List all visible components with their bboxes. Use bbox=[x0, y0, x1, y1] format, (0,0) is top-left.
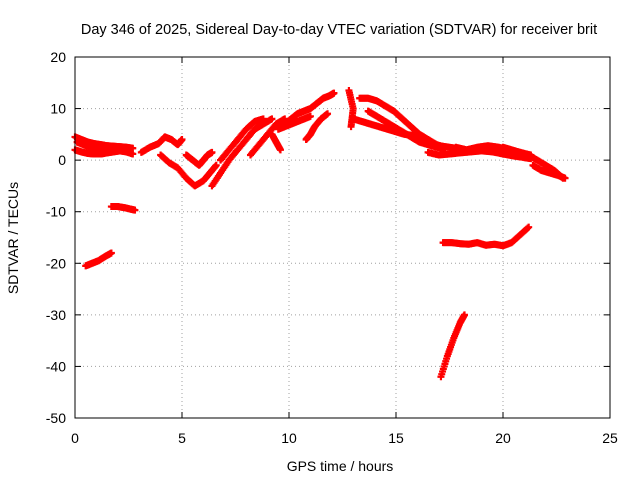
series-track-k bbox=[274, 112, 314, 133]
grid bbox=[75, 57, 610, 418]
series-track-y bbox=[437, 311, 468, 381]
data-point bbox=[324, 110, 332, 118]
data-point bbox=[330, 89, 338, 97]
data-point bbox=[129, 150, 137, 158]
x-axis-label: GPS time / hours bbox=[287, 458, 394, 474]
series-track-z bbox=[439, 223, 533, 250]
x-tick-label: 25 bbox=[602, 430, 618, 446]
chart-title: Day 346 of 2025, Sidereal Day-to-day VTE… bbox=[81, 22, 597, 38]
data-points bbox=[71, 87, 569, 381]
series-track-e bbox=[157, 151, 220, 190]
ticks: 0 5 10 15 20 25 -50 -40 -30 -20 -10 0 10 20 bbox=[46, 49, 618, 446]
series-track-x bbox=[107, 203, 139, 214]
series-track-f bbox=[182, 148, 216, 169]
y-axis-label: SDTVAR / TECUs bbox=[5, 182, 21, 294]
data-point bbox=[347, 123, 355, 131]
y-tick-label: 0 bbox=[58, 152, 66, 168]
data-point bbox=[276, 146, 284, 154]
series-track-c bbox=[73, 138, 113, 156]
plot-frame bbox=[74, 56, 611, 419]
data-point bbox=[208, 148, 216, 156]
series-track-l bbox=[268, 130, 284, 154]
x-tick-label: 0 bbox=[71, 430, 79, 446]
data-point bbox=[107, 249, 115, 257]
y-tick-label: -30 bbox=[46, 307, 66, 323]
y-tick-label: -10 bbox=[46, 204, 66, 220]
y-tick-label: -20 bbox=[46, 255, 66, 271]
data-point bbox=[306, 112, 314, 120]
series-track-r bbox=[381, 123, 464, 153]
x-tick-label: 15 bbox=[388, 430, 404, 446]
y-tick-label: 20 bbox=[50, 49, 66, 65]
series-track-v bbox=[529, 161, 569, 182]
x-tick-label: 5 bbox=[178, 430, 186, 446]
data-point bbox=[259, 115, 267, 123]
series-track-w bbox=[82, 249, 115, 270]
data-point bbox=[105, 148, 113, 156]
x-tick-label: 20 bbox=[495, 430, 511, 446]
y-tick-label: -50 bbox=[46, 410, 66, 426]
data-point bbox=[212, 161, 220, 169]
series-track-d bbox=[137, 133, 186, 156]
data-point bbox=[525, 223, 533, 231]
data-point bbox=[268, 115, 276, 123]
series-track-g bbox=[208, 115, 276, 190]
series-track-j bbox=[281, 89, 338, 128]
data-point bbox=[131, 206, 139, 214]
y-tick-label: 10 bbox=[50, 101, 66, 117]
y-tick-label: -40 bbox=[46, 358, 66, 374]
data-point bbox=[178, 136, 186, 144]
data-point bbox=[460, 311, 468, 319]
data-point bbox=[561, 174, 569, 182]
x-tick-label: 10 bbox=[281, 430, 297, 446]
series-track-m bbox=[302, 110, 332, 144]
series-track-h bbox=[217, 115, 267, 164]
